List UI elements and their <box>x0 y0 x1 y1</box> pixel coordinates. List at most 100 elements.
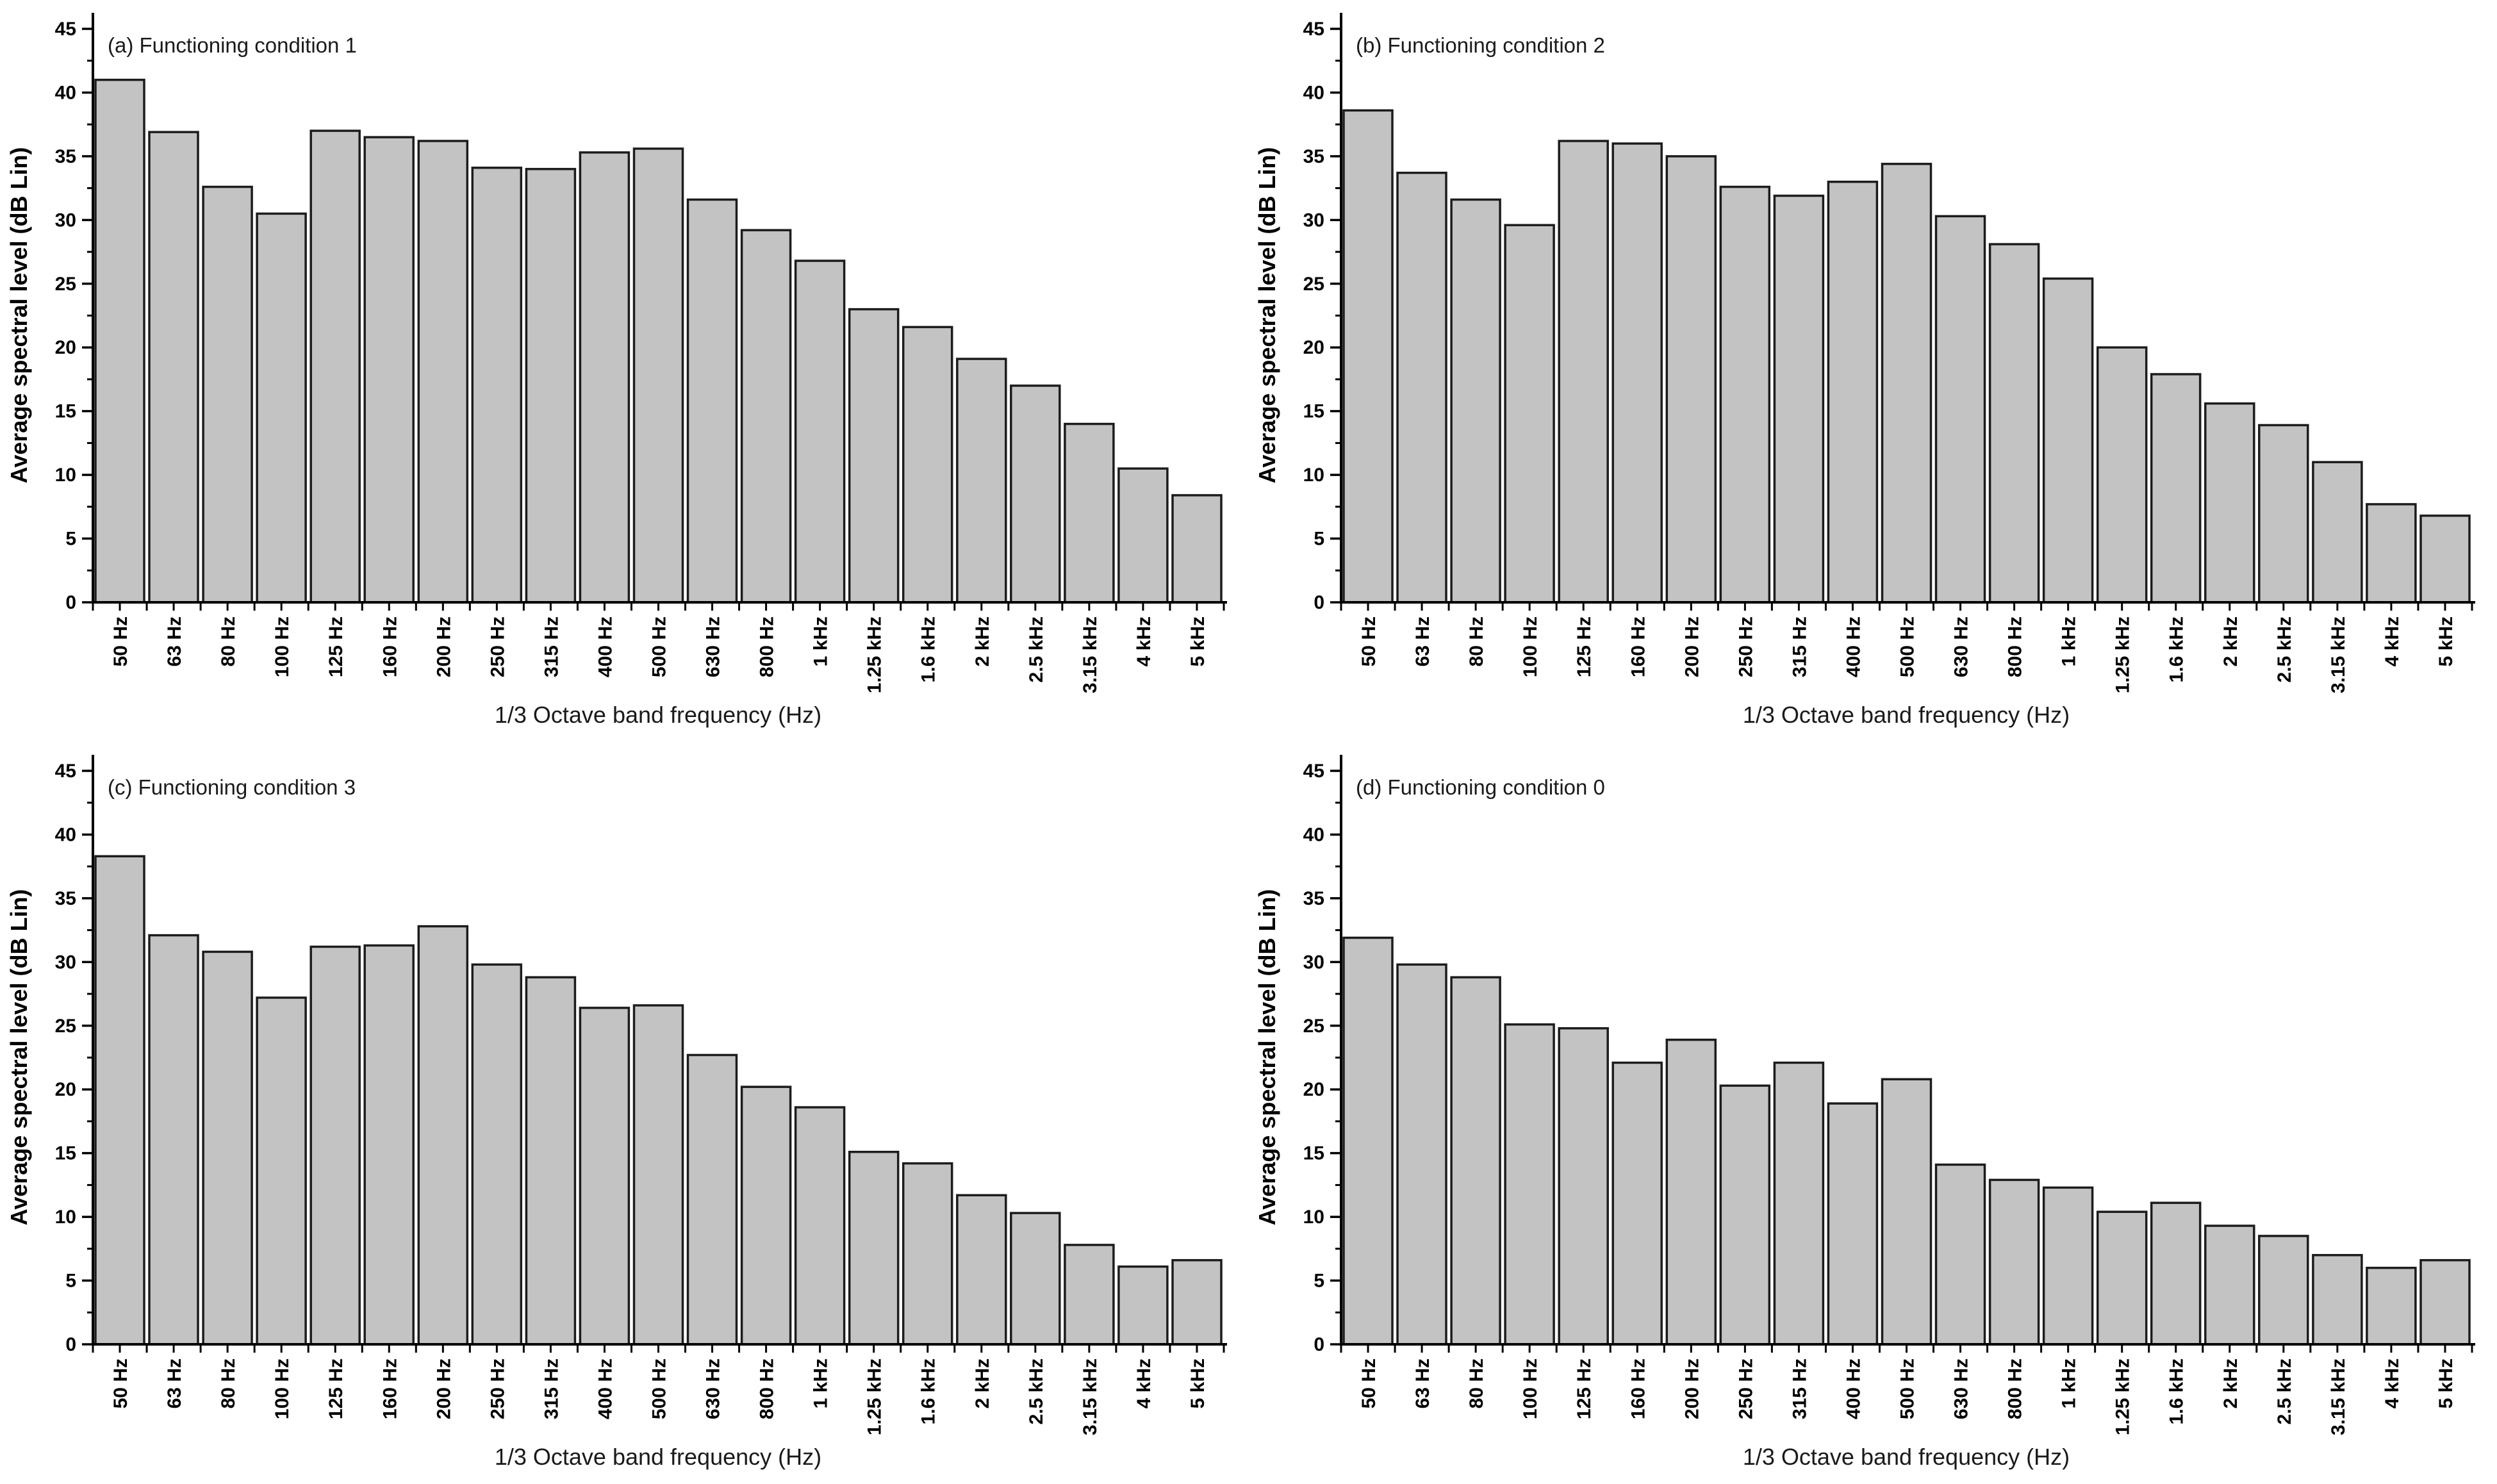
bar <box>1504 1023 1555 1346</box>
x-tick-label: 100 Hz <box>1520 1358 1541 1419</box>
x-tick-label: 500 Hz <box>649 616 670 677</box>
x-tick-label: 800 Hz <box>2005 1358 2026 1419</box>
panel-title-a: (a) Functioning condition 1 <box>108 33 357 57</box>
x-axis-title-a: 1/3 Octave band frequency (Hz) <box>495 702 821 728</box>
bar <box>2366 1266 2417 1346</box>
x-tick-label: 5 kHz <box>2435 1358 2457 1408</box>
y-axis-title-b: Average spectral level (dB Lin) <box>1254 147 1280 484</box>
bar <box>956 1194 1007 1346</box>
chart-panel-c: 0 5 10 15 20 25 30 35 40 45 50 Hz 63 Hz 80 Hz 100 Hz 1… <box>6 755 1227 1470</box>
bar <box>1665 1038 1717 1346</box>
y-tick-label: 25 <box>55 274 76 295</box>
bar <box>1773 194 1825 604</box>
bar <box>256 996 307 1346</box>
bar <box>1558 140 1609 604</box>
bar <box>2042 1186 2094 1346</box>
y-tick-label: 30 <box>55 952 76 973</box>
x-tick-label: 1.25 kHz <box>2113 616 2134 693</box>
x-tick-label: 63 Hz <box>1412 1358 1433 1408</box>
y-tick-label: 40 <box>55 82 76 103</box>
bar <box>1665 155 1717 604</box>
x-tick-label: 1 kHz <box>811 1358 832 1408</box>
bar <box>740 229 792 604</box>
x-tick-label: 50 Hz <box>110 616 131 666</box>
bar <box>794 260 846 604</box>
x-tick-label: 80 Hz <box>1466 1358 1487 1408</box>
x-tick-label: 2 kHz <box>2220 1358 2241 1408</box>
panel-title-d: (d) Functioning condition 0 <box>1356 775 1605 799</box>
bar <box>2096 346 2148 604</box>
x-tick-label: 250 Hz <box>487 1358 508 1419</box>
bar <box>1171 1258 1223 1346</box>
bar <box>1719 185 1771 604</box>
bar <box>1010 1212 1061 1346</box>
x-axis-title-b: 1/3 Octave band frequency (Hz) <box>1743 702 2070 728</box>
y-axis-title-c: Average spectral level (dB Lin) <box>6 889 32 1226</box>
bar <box>848 1150 900 1346</box>
x-tick-label: 2.5 kHz <box>1026 1358 1047 1424</box>
x-tick-label: 250 Hz <box>1735 1358 1756 1419</box>
bar <box>2366 503 2417 604</box>
y-tick-label: 0 <box>1314 1334 1324 1355</box>
bar <box>686 198 738 604</box>
x-tick-label: 80 Hz <box>1466 616 1487 666</box>
y-tick-label: 30 <box>1303 952 1324 973</box>
bar <box>94 855 145 1346</box>
bar <box>2258 424 2309 604</box>
x-tick-label: 63 Hz <box>164 616 185 666</box>
y-tick-label: 40 <box>1303 824 1324 845</box>
x-tick-label: 4 kHz <box>2382 616 2403 666</box>
y-tick-label: 20 <box>55 337 76 358</box>
x-tick-label: 3.15 kHz <box>2328 616 2349 693</box>
x-axis-title-c: 1/3 Octave band frequency (Hz) <box>495 1444 821 1470</box>
x-tick-label: 4 kHz <box>1133 616 1155 666</box>
x-tick-label: 1.25 kHz <box>864 616 886 693</box>
x-tick-label: 500 Hz <box>1897 1358 1918 1419</box>
x-tick-label: 4 kHz <box>2382 1358 2403 1408</box>
x-tick-label: 400 Hz <box>1843 616 1865 677</box>
x-tick-label: 315 Hz <box>1789 616 1810 677</box>
x-tick-label: 125 Hz <box>1574 1358 1595 1419</box>
bar <box>902 1162 953 1346</box>
bar <box>1396 171 1447 604</box>
x-tick-label: 200 Hz <box>1681 616 1702 677</box>
x-tick-label: 400 Hz <box>595 616 616 677</box>
bar <box>2419 1258 2471 1346</box>
y-tick-label: 25 <box>1303 274 1324 295</box>
bar <box>1827 180 1879 604</box>
y-tick-label: 25 <box>1303 1016 1324 1037</box>
y-tick-label: 45 <box>1303 19 1324 40</box>
y-tick-label: 35 <box>1303 146 1324 167</box>
panel-title-b: (b) Functioning condition 2 <box>1356 33 1605 57</box>
y-axis-title-a: Average spectral level (dB Lin) <box>6 147 32 484</box>
x-tick-label: 1.25 kHz <box>864 1358 886 1435</box>
bar <box>1881 1078 1932 1346</box>
x-tick-label: 500 Hz <box>1897 616 1918 677</box>
y-tick-label: 5 <box>1314 1271 1324 1292</box>
panel-a: 0 5 10 15 20 25 30 35 40 45 50 Hz 63 Hz 80 Hz 100 Hz 1… <box>0 0 1248 742</box>
bar <box>1342 109 1394 604</box>
chart-bars-a: 0 5 10 15 20 25 30 35 40 45 50 Hz 63 Hz 80 Hz 100 Hz 1… <box>55 13 1227 693</box>
bar <box>1719 1084 1771 1346</box>
x-tick-label: 50 Hz <box>1358 616 1380 666</box>
x-tick-label: 160 Hz <box>1628 1358 1649 1419</box>
x-tick-label: 1.6 kHz <box>2166 616 2188 682</box>
x-tick-label: 3.15 kHz <box>2328 1358 2349 1435</box>
bar <box>363 136 415 604</box>
bar <box>848 308 900 604</box>
bar <box>902 326 953 604</box>
panel-title-c: (c) Functioning condition 3 <box>108 775 356 799</box>
y-tick-label: 35 <box>55 146 76 167</box>
x-axis-title-d: 1/3 Octave band frequency (Hz) <box>1743 1444 2070 1470</box>
y-tick-label: 10 <box>1303 1207 1324 1228</box>
x-tick-label: 100 Hz <box>1520 616 1541 677</box>
x-tick-label: 160 Hz <box>379 616 400 677</box>
bar <box>417 140 469 604</box>
y-tick-label: 45 <box>55 761 76 782</box>
bar <box>1611 142 1663 604</box>
chart-bars-b: 0 5 10 15 20 25 30 35 40 45 50 Hz 63 Hz 80 Hz 100 Hz 1… <box>1303 13 2475 693</box>
bar <box>1934 1163 1986 1346</box>
bar <box>1934 215 1986 604</box>
x-tick-label: 800 Hz <box>2005 616 2026 677</box>
chart-panel-d: 0 5 10 15 20 25 30 35 40 45 50 Hz 63 Hz 80 Hz 100 Hz 1… <box>1254 755 2475 1470</box>
